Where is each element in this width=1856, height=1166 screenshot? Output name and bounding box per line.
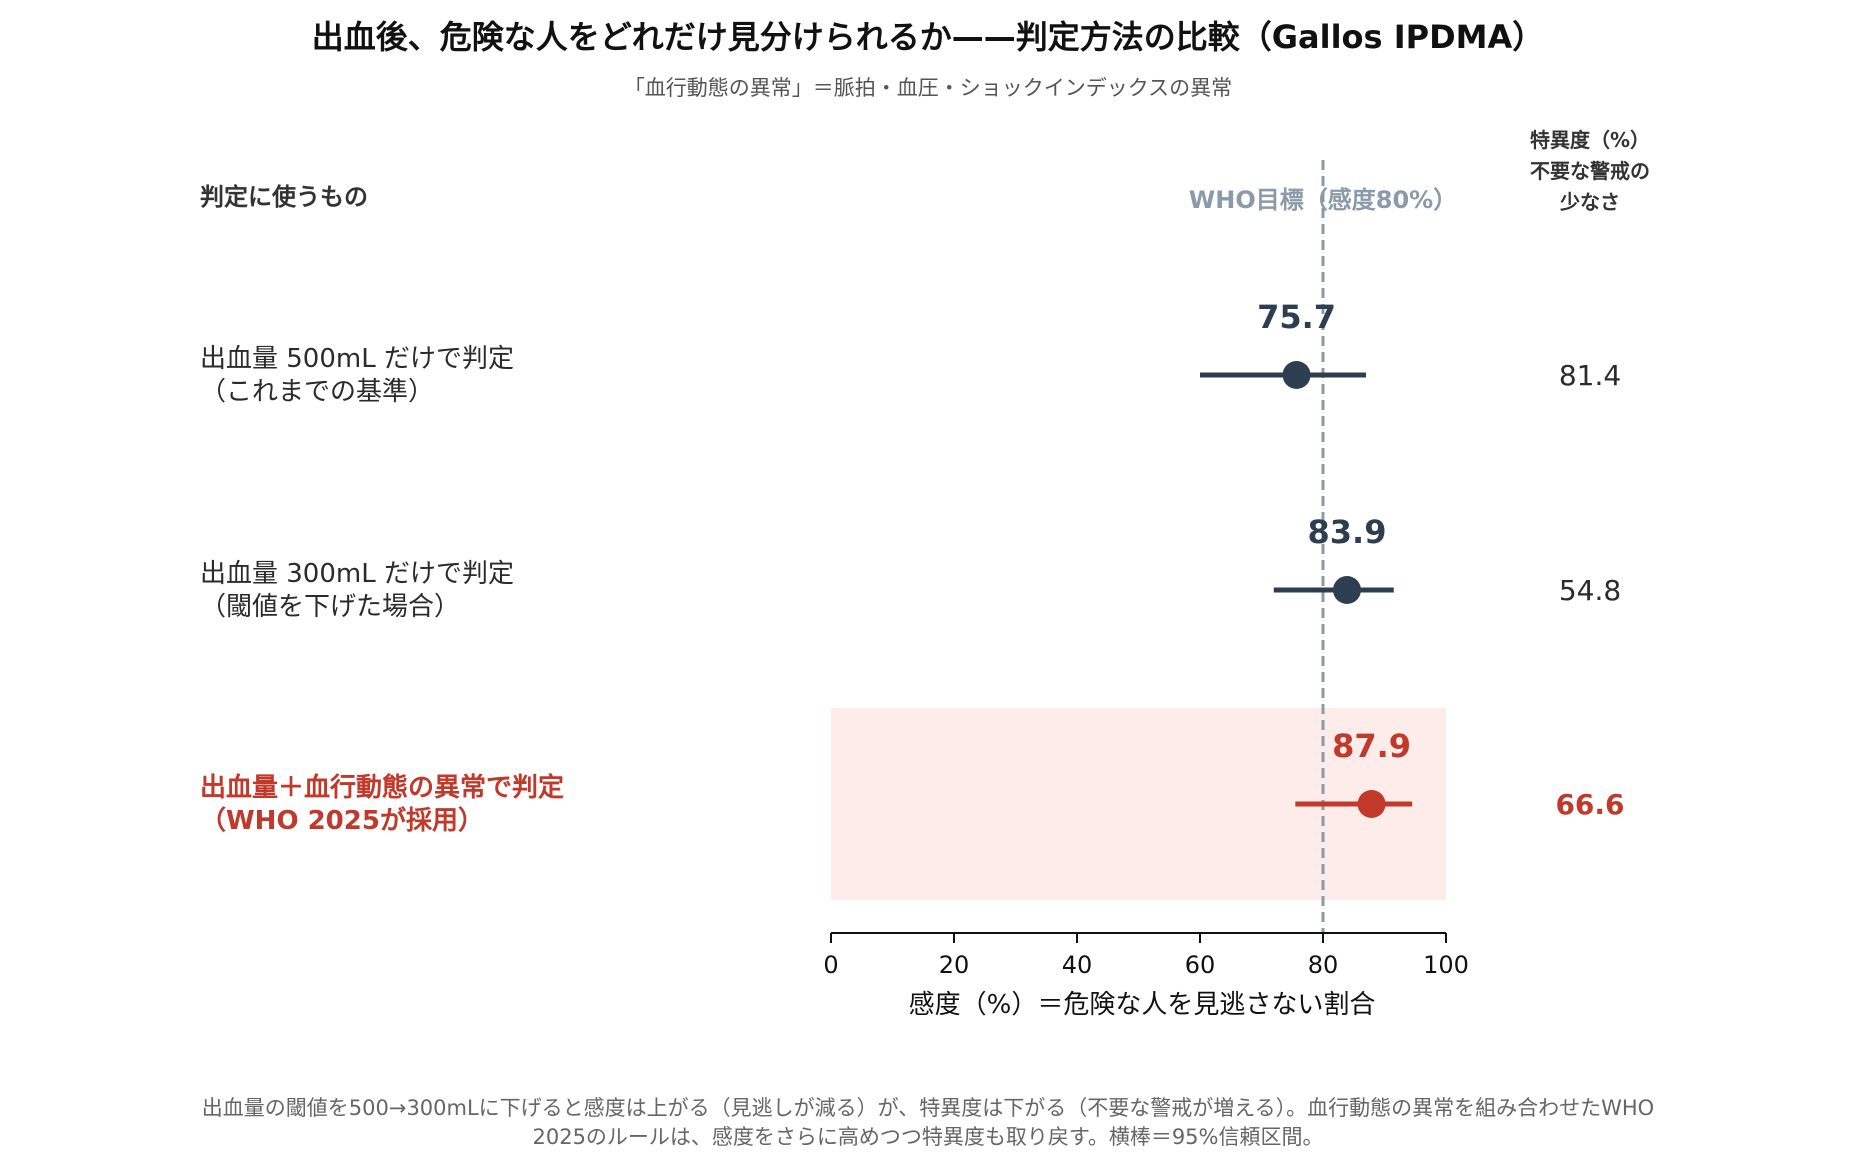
reference-label: WHO目標（感度80%）: [1189, 186, 1457, 214]
row-label: （WHO 2025が採用）: [200, 805, 484, 836]
row-label: 出血量 300mL だけで判定: [200, 559, 514, 589]
footnote-line-2: 2025のルールは、感度をさらに高めつつ特異度も取り戻す。横棒＝95%信頼区間。: [532, 1125, 1323, 1149]
left-column-header: 判定に使うもの: [200, 183, 368, 211]
x-axis-label: 感度（%）＝危険な人を見逃さない割合: [909, 990, 1376, 1020]
row-label: （閾値を下げた場合）: [200, 592, 460, 622]
rows-layer: 出血量 500mL だけで判定（これまでの基準） 75.7 81.4 出血量 300m…: [200, 298, 1625, 836]
forest-row: 出血量 300mL だけで判定（閾値を下げた場合） 83.9 54.8: [200, 513, 1621, 622]
row-label: 出血量＋血行動態の異常で判定: [200, 772, 564, 803]
row-label: 出血量 500mL だけで判定: [200, 344, 514, 374]
sensitivity-point: [1357, 790, 1386, 818]
x-tick-label: 40: [1062, 951, 1093, 979]
forest-row: 出血量＋血行動態の異常で判定（WHO 2025が採用） 87.9 66.6: [200, 727, 1625, 836]
x-tick-label: 100: [1423, 951, 1469, 979]
row-label: （これまでの基準）: [200, 377, 434, 407]
right-column-header: 特異度（%） 不要な警戒の 少なさ: [1530, 128, 1650, 214]
sensitivity-label: 87.9: [1332, 727, 1411, 765]
x-tick-label: 20: [939, 951, 970, 979]
chart-title: 出血後、危険な人をどれだけ見分けられるか——判定方法の比較（Gallos IPD…: [312, 18, 1545, 56]
sensitivity-point: [1282, 361, 1311, 389]
specificity-value: 54.8: [1559, 574, 1621, 607]
sensitivity-point: [1332, 576, 1361, 604]
x-tick-label: 80: [1308, 951, 1339, 979]
x-tick-label: 60: [1185, 951, 1216, 979]
chart-subtitle: 「血行動態の異常」＝脈拍・血圧・ショックインデックスの異常: [624, 76, 1232, 100]
forest-row: 出血量 500mL だけで判定（これまでの基準） 75.7 81.4: [200, 298, 1621, 407]
x-tick-label: 0: [823, 951, 838, 979]
footnote-line-1: 出血量の閾値を500→300mLに下げると感度は上がる（見逃しが減る）が、特異度…: [202, 1096, 1654, 1120]
x-axis: 0 20 40 60 80 100: [823, 932, 1469, 979]
specificity-value: 81.4: [1559, 359, 1621, 392]
sensitivity-label: 83.9: [1308, 513, 1387, 551]
right-header-line-3: 少なさ: [1559, 190, 1620, 214]
right-header-line-2: 不要な警戒の: [1530, 159, 1650, 183]
specificity-value: 66.6: [1555, 788, 1624, 821]
sensitivity-label: 75.7: [1257, 298, 1336, 336]
right-header-line-1: 特異度（%）: [1530, 128, 1650, 152]
